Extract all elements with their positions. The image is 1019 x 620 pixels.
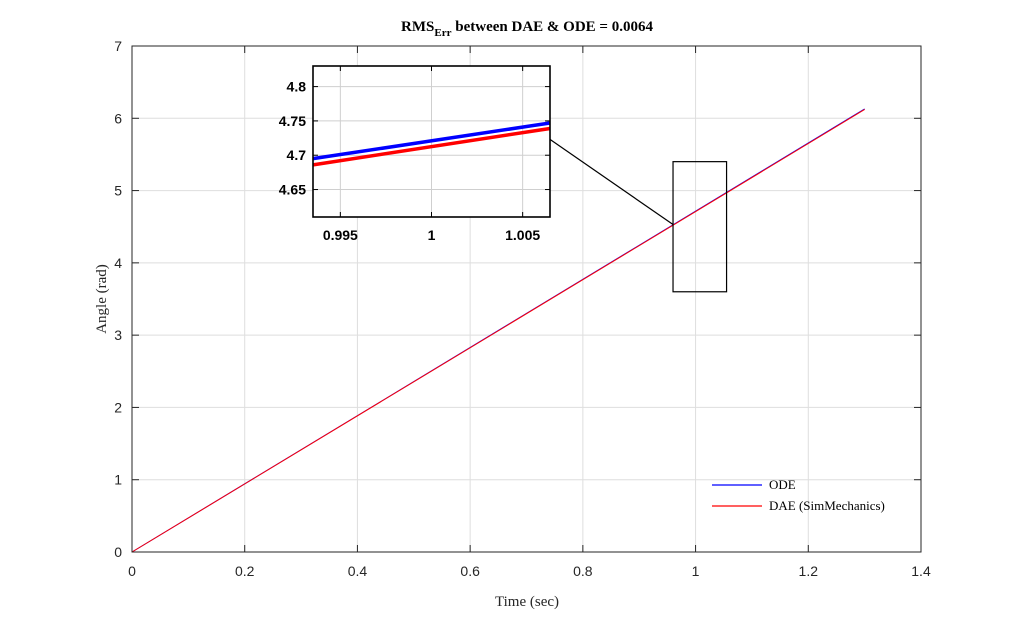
x-tick-label: 0 bbox=[128, 563, 136, 579]
plot-frame bbox=[131, 45, 922, 553]
inset-series-line-1 bbox=[312, 126, 551, 167]
inset-y-tick-label: 4.8 bbox=[287, 79, 307, 95]
y-tick-label: 6 bbox=[114, 110, 122, 126]
x-tick-label: 0.4 bbox=[348, 563, 368, 579]
x-tick-label: 0.6 bbox=[460, 563, 480, 579]
y-tick-label: 5 bbox=[114, 183, 122, 199]
x-tick-label: 0.8 bbox=[573, 563, 593, 579]
y-tick-label: 0 bbox=[114, 544, 122, 560]
title-main: RMS bbox=[401, 19, 434, 35]
inset-series-line-0 bbox=[312, 121, 551, 161]
y-tick-label: 1 bbox=[114, 472, 122, 488]
main-tick-labels: 0 0.2 0.4 0.6 0.8 1 1.2 1.4 0 1 2 3 4 5 6 7 bbox=[114, 38, 931, 579]
x-tick-label: 0.2 bbox=[235, 563, 255, 579]
y-tick-label: 3 bbox=[114, 327, 122, 343]
y-axis-label: Angle (rad) bbox=[94, 264, 110, 334]
y-tick-label: 7 bbox=[114, 38, 122, 54]
x-axis-label: Time (sec) bbox=[495, 594, 559, 610]
inset-tick-labels: 0.995 1 1.005 4.65 4.7 4.75 4.8 bbox=[279, 79, 541, 243]
title-rest: between DAE & ODE = 0.0064 bbox=[452, 19, 654, 35]
inset-x-tick-label: 1 bbox=[428, 227, 436, 243]
main-lines bbox=[131, 108, 865, 553]
inset-x-tick-label: 0.995 bbox=[323, 227, 358, 243]
title-subscript: Err bbox=[434, 27, 451, 39]
inset-ticks bbox=[313, 66, 550, 217]
zoom-box bbox=[672, 161, 728, 293]
legend-label-dae: DAE (SimMechanics) bbox=[769, 498, 885, 513]
y-tick-label: 4 bbox=[114, 255, 122, 271]
legend-label-ode: ODE bbox=[769, 477, 796, 492]
inset-y-tick-label: 4.65 bbox=[279, 182, 306, 198]
inset-y-tick-label: 4.75 bbox=[279, 113, 306, 129]
inset-y-tick-label: 4.7 bbox=[287, 147, 307, 163]
x-tick-label: 1 bbox=[692, 563, 700, 579]
inset-lines bbox=[312, 121, 551, 167]
inset-x-tick-label: 1.005 bbox=[505, 227, 540, 243]
x-tick-label: 1.4 bbox=[911, 563, 931, 579]
inset-frame bbox=[312, 65, 551, 218]
y-tick-label: 2 bbox=[114, 399, 122, 415]
zoom-connector-line bbox=[549, 138, 674, 226]
x-tick-label: 1.2 bbox=[799, 563, 819, 579]
legend: ODE DAE (SimMechanics) bbox=[712, 477, 885, 513]
series-line-1 bbox=[131, 109, 865, 553]
chart-title: RMSErr between DAE & ODE = 0.0064 bbox=[401, 19, 653, 39]
